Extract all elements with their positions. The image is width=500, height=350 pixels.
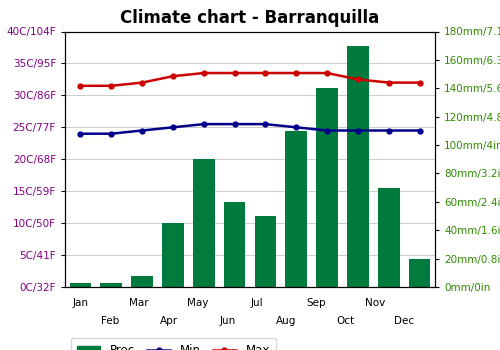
Bar — [378, 188, 400, 287]
Text: Sep: Sep — [306, 299, 326, 308]
Bar — [224, 202, 246, 287]
Bar — [132, 276, 153, 287]
Bar — [409, 259, 430, 287]
Legend: Prec, Min, Max: Prec, Min, Max — [71, 338, 276, 350]
Bar — [286, 131, 307, 287]
Text: Dec: Dec — [394, 316, 414, 327]
Text: Apr: Apr — [160, 316, 178, 327]
Bar — [100, 283, 122, 287]
Text: Aug: Aug — [276, 316, 296, 327]
Text: Jan: Jan — [72, 299, 88, 308]
Text: May: May — [188, 299, 209, 308]
Text: Feb: Feb — [100, 316, 119, 327]
Title: Climate chart - Barranquilla: Climate chart - Barranquilla — [120, 9, 380, 27]
Text: Jun: Jun — [220, 316, 236, 327]
Text: Nov: Nov — [364, 299, 385, 308]
Bar — [162, 223, 184, 287]
Bar — [254, 216, 276, 287]
Text: Jul: Jul — [250, 299, 264, 308]
Bar — [316, 88, 338, 287]
Bar — [347, 46, 368, 287]
Text: Mar: Mar — [130, 299, 149, 308]
Bar — [193, 159, 214, 287]
Bar — [70, 283, 91, 287]
Text: Oct: Oct — [336, 316, 354, 327]
